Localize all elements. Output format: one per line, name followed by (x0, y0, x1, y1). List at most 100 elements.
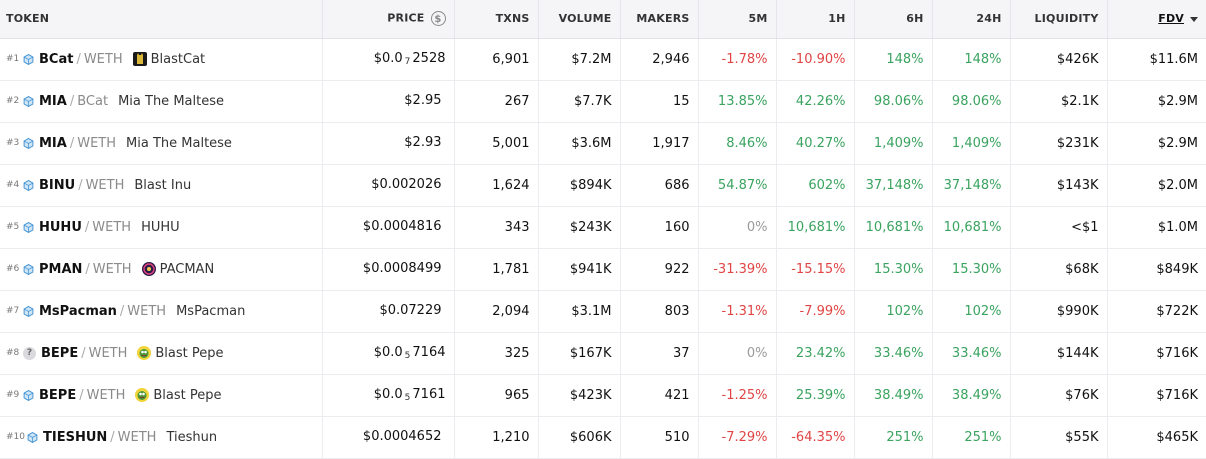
price-cell: $0.0004652 (321, 416, 454, 459)
blast-chain-icon (23, 221, 34, 233)
fdv-cell: $11.6M (1106, 38, 1206, 81)
change-6h-cell: 98.06% (853, 80, 932, 123)
price-cell: $0.07229 (321, 290, 454, 333)
table-row[interactable]: #5 HUHU / WETH HUHU $0.0004816 343 $243K 160… (0, 206, 1206, 249)
price-cell: $0.0 7 2528 (321, 38, 454, 81)
header-txns[interactable]: TXNS (453, 0, 538, 39)
liquidity-cell: $231K (1009, 122, 1107, 165)
table-row[interactable]: #4 BINU / WETH Blast Inu $0.002026 1,624 $89… (0, 164, 1206, 207)
change-6h-cell: 1,409% (853, 122, 932, 165)
base-symbol: BEPE (39, 387, 77, 403)
header-1h[interactable]: 1H (775, 0, 854, 39)
token-cell[interactable]: #5 HUHU / WETH HUHU (0, 206, 322, 249)
fdv-cell: $716K (1106, 374, 1206, 417)
token-cell[interactable]: #10 TIESHUN / WETH Tieshun (0, 416, 322, 459)
change-24h-cell: 15.30% (931, 248, 1010, 291)
rank-label: #2 (6, 96, 20, 106)
change-24h-cell: 33.46% (931, 332, 1010, 375)
base-symbol: BEPE (41, 345, 79, 361)
header-fdv[interactable]: FDV (1106, 0, 1206, 39)
volume-cell: $167K (537, 332, 620, 375)
rank-label: #3 (6, 138, 20, 148)
header-token[interactable]: TOKEN (0, 0, 322, 39)
blast-chain-icon (23, 95, 34, 107)
header-volume[interactable]: VOLUME (537, 0, 620, 39)
token-name: Blast Pepe (155, 345, 224, 361)
liquidity-cell: $76K (1009, 374, 1107, 417)
pair-separator: / (69, 135, 75, 151)
change-1h-cell: 40.27% (775, 122, 854, 165)
header-24h[interactable]: 24H (931, 0, 1010, 39)
liquidity-cell: $68K (1009, 248, 1107, 291)
table-row[interactable]: #1 BCat / WETH BlastCat $0.0 7 2528 6,901 $7.2… (0, 38, 1206, 81)
blastpepe-logo-icon (137, 346, 152, 360)
txns-cell: 6,901 (453, 38, 538, 81)
change-5m-cell: -1.78% (697, 38, 776, 81)
volume-cell: $7.7K (537, 80, 620, 123)
table-row[interactable]: #10 TIESHUN / WETH Tieshun $0.0004652 1,210 … (0, 416, 1206, 459)
table-row[interactable]: #6 PMAN / WETH PACMAN $0.0008499 1,781 $941K… (0, 248, 1206, 291)
token-name: HUHU (141, 219, 180, 235)
token-cell[interactable]: #1 BCat / WETH BlastCat (0, 38, 322, 81)
price-cell: $0.0008499 (321, 248, 454, 291)
rank-label: #10 (6, 432, 25, 442)
change-1h-cell: 23.42% (775, 332, 854, 375)
makers-cell: 2,946 (619, 38, 698, 81)
fdv-cell: $2.9M (1106, 80, 1206, 123)
blastcat-logo-icon (132, 52, 147, 66)
base-symbol: MIA (39, 135, 67, 151)
blast-chain-icon (23, 137, 34, 149)
fdv-cell: $465K (1106, 416, 1206, 459)
table-row[interactable]: #9 BEPE / WETH Blast Pepe $0.0 5 7161 965 $423… (0, 374, 1206, 417)
dollar-circle-icon[interactable]: $ (430, 11, 446, 27)
volume-cell: $423K (537, 374, 620, 417)
pacman-logo-icon (141, 262, 156, 276)
table-body: #1 BCat / WETH BlastCat $0.0 7 2528 6,901 $7.2… (0, 38, 1206, 459)
change-6h-cell: 102% (853, 290, 932, 333)
header-liquidity[interactable]: LIQUIDITY (1009, 0, 1107, 39)
token-cell[interactable]: #3 MIA / WETH Mia The Maltese (0, 122, 322, 165)
base-symbol: TIESHUN (43, 429, 108, 445)
header-price[interactable]: PRICE $ (321, 0, 454, 39)
token-cell[interactable]: #7 MsPacman / WETH MsPacman (0, 290, 322, 333)
quote-symbol: WETH (77, 135, 117, 151)
pair-separator: / (110, 429, 115, 445)
change-24h-cell: 38.49% (931, 374, 1010, 417)
change-6h-cell: 148% (853, 38, 932, 81)
table-row[interactable]: #2 MIA / BCat Mia The Maltese $2.95 267 $7.7… (0, 80, 1206, 123)
fdv-cell: $2.0M (1106, 164, 1206, 207)
change-5m-cell: 8.46% (697, 122, 776, 165)
change-1h-cell: 25.39% (775, 374, 854, 417)
change-6h-cell: 15.30% (853, 248, 932, 291)
token-cell[interactable]: #2 MIA / BCat Mia The Maltese (0, 80, 322, 123)
txns-cell: 1,624 (453, 164, 538, 207)
table-row[interactable]: #7 MsPacman / WETH MsPacman $0.07229 2,094 $… (0, 290, 1206, 333)
header-makers[interactable]: MAKERS (619, 0, 698, 39)
token-cell[interactable]: #6 PMAN / WETH PACMAN (0, 248, 322, 291)
price-cell: $2.95 (321, 80, 454, 123)
token-cell[interactable]: #9 BEPE / WETH Blast Pepe (0, 374, 322, 417)
txns-cell: 1,210 (453, 416, 538, 459)
header-5m[interactable]: 5M (697, 0, 776, 39)
table-row[interactable]: #3 MIA / WETH Mia The Maltese $2.93 5,001 $3… (0, 122, 1206, 165)
quote-symbol: BCat (77, 93, 109, 109)
token-name: Mia The Maltese (118, 93, 224, 109)
token-name: Mia The Maltese (126, 135, 232, 151)
pair-separator: / (119, 303, 125, 319)
table-row[interactable]: #8? BEPE / WETH Blast Pepe $0.0 5 7164 325 $16… (0, 332, 1206, 375)
change-6h-cell: 37,148% (853, 164, 932, 207)
quote-symbol: WETH (117, 429, 157, 445)
price-cell: $0.002026 (321, 164, 454, 207)
change-5m-cell: 54.87% (697, 164, 776, 207)
header-6h[interactable]: 6H (853, 0, 932, 39)
change-24h-cell: 148% (931, 38, 1010, 81)
quote-symbol: WETH (127, 303, 167, 319)
change-5m-cell: 13.85% (697, 80, 776, 123)
change-1h-cell: -15.15% (775, 248, 854, 291)
txns-cell: 2,094 (453, 290, 538, 333)
token-name: Tieshun (166, 429, 218, 445)
price-cell: $0.0 5 7164 (321, 332, 454, 375)
token-cell[interactable]: #4 BINU / WETH Blast Inu (0, 164, 322, 207)
fdv-cell: $1.0M (1106, 206, 1206, 249)
token-cell[interactable]: #8? BEPE / WETH Blast Pepe (0, 332, 322, 375)
